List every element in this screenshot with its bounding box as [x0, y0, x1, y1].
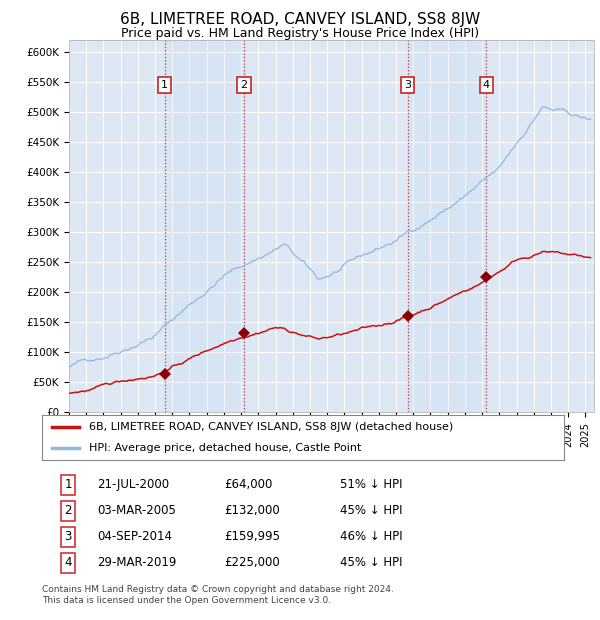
Text: 04-SEP-2014: 04-SEP-2014: [97, 530, 172, 543]
Text: 2: 2: [64, 505, 72, 517]
Text: Contains HM Land Registry data © Crown copyright and database right 2024.
This d: Contains HM Land Registry data © Crown c…: [42, 585, 394, 604]
Text: 4: 4: [64, 556, 72, 569]
Text: £159,995: £159,995: [225, 530, 281, 543]
Text: 21-JUL-2000: 21-JUL-2000: [97, 479, 169, 492]
Text: 2: 2: [241, 80, 248, 90]
Text: 1: 1: [161, 80, 168, 90]
Text: 6B, LIMETREE ROAD, CANVEY ISLAND, SS8 8JW (detached house): 6B, LIMETREE ROAD, CANVEY ISLAND, SS8 8J…: [89, 422, 453, 432]
Text: 46% ↓ HPI: 46% ↓ HPI: [340, 530, 402, 543]
Text: 4: 4: [483, 80, 490, 90]
Text: 51% ↓ HPI: 51% ↓ HPI: [340, 479, 402, 492]
Text: 1: 1: [64, 479, 72, 492]
Bar: [164, 40, 244, 412]
Text: Price paid vs. HM Land Registry's House Price Index (HPI): Price paid vs. HM Land Registry's House …: [121, 27, 479, 40]
Text: 29-MAR-2019: 29-MAR-2019: [97, 556, 176, 569]
Text: 3: 3: [64, 530, 72, 543]
Text: 6B, LIMETREE ROAD, CANVEY ISLAND, SS8 8JW: 6B, LIMETREE ROAD, CANVEY ISLAND, SS8 8J…: [120, 12, 480, 27]
Text: 3: 3: [404, 80, 411, 90]
Text: £132,000: £132,000: [225, 505, 280, 517]
Text: 45% ↓ HPI: 45% ↓ HPI: [340, 556, 402, 569]
Text: £225,000: £225,000: [225, 556, 280, 569]
Text: 45% ↓ HPI: 45% ↓ HPI: [340, 505, 402, 517]
Text: HPI: Average price, detached house, Castle Point: HPI: Average price, detached house, Cast…: [89, 443, 361, 453]
Bar: [407, 40, 487, 412]
Text: 03-MAR-2005: 03-MAR-2005: [97, 505, 176, 517]
Text: £64,000: £64,000: [225, 479, 273, 492]
